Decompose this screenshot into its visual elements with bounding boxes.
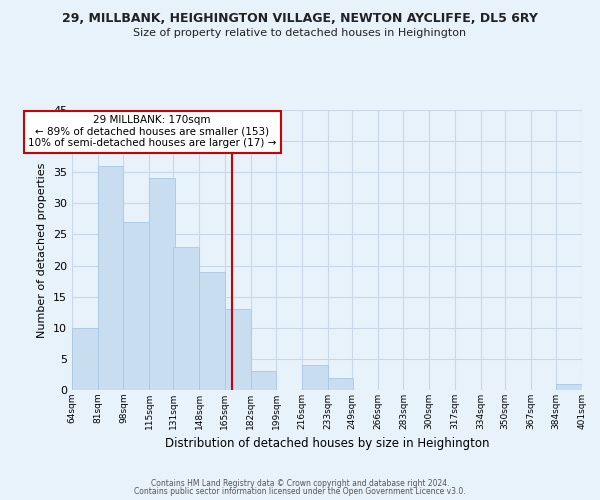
Text: Contains HM Land Registry data © Crown copyright and database right 2024.: Contains HM Land Registry data © Crown c… [151,478,449,488]
Bar [302,365,328,390]
Bar [556,384,582,390]
Text: 29, MILLBANK, HEIGHINGTON VILLAGE, NEWTON AYCLIFFE, DL5 6RY: 29, MILLBANK, HEIGHINGTON VILLAGE, NEWTO… [62,12,538,26]
Bar [124,222,149,390]
Y-axis label: Number of detached properties: Number of detached properties [37,162,47,338]
Bar [328,378,353,390]
Bar [72,328,98,390]
Bar [98,166,124,390]
Bar [173,247,199,390]
Bar [199,272,225,390]
X-axis label: Distribution of detached houses by size in Heighington: Distribution of detached houses by size … [165,438,489,450]
Bar [225,309,251,390]
Text: Size of property relative to detached houses in Heighington: Size of property relative to detached ho… [133,28,467,38]
Text: 29 MILLBANK: 170sqm
← 89% of detached houses are smaller (153)
10% of semi-detac: 29 MILLBANK: 170sqm ← 89% of detached ho… [28,115,277,148]
Bar [251,372,277,390]
Text: Contains public sector information licensed under the Open Government Licence v3: Contains public sector information licen… [134,487,466,496]
Bar [149,178,175,390]
